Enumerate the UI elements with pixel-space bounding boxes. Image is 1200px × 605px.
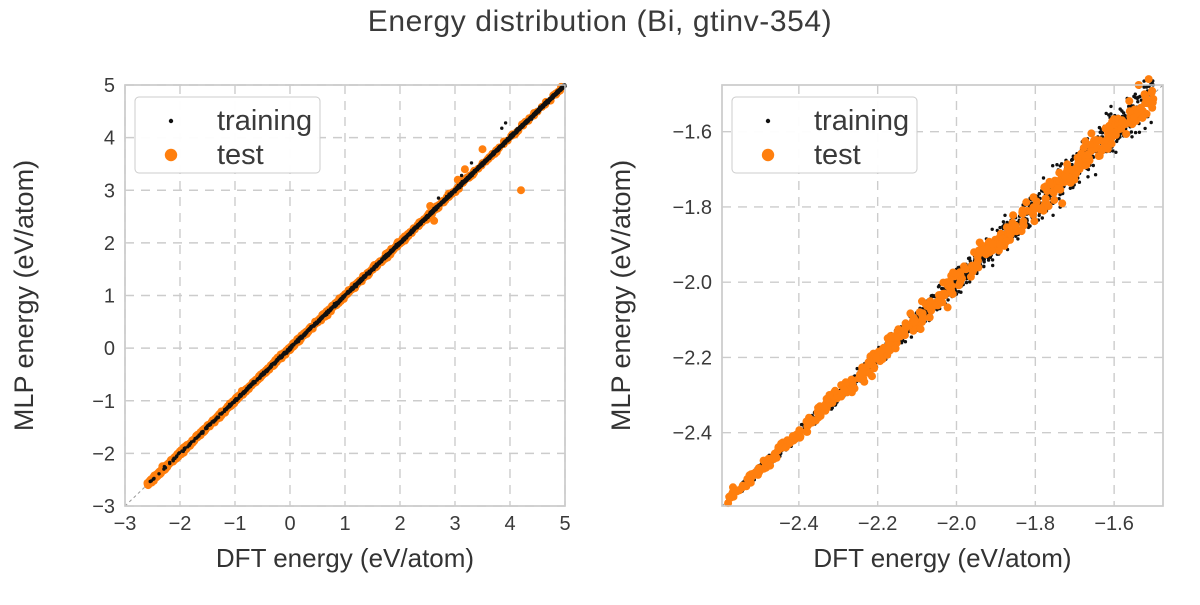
svg-text:MLP energy (eV/atom): MLP energy (eV/atom) xyxy=(9,160,39,431)
svg-text:−3: −3 xyxy=(114,513,137,535)
svg-text:1: 1 xyxy=(104,286,115,308)
svg-text:training: training xyxy=(217,105,312,137)
svg-text:DFT energy (eV/atom): DFT energy (eV/atom) xyxy=(216,543,474,573)
svg-text:−2: −2 xyxy=(92,443,115,465)
svg-text:3: 3 xyxy=(104,180,115,202)
svg-text:−2: −2 xyxy=(169,513,192,535)
svg-text:5: 5 xyxy=(104,75,115,97)
svg-text:0: 0 xyxy=(284,513,295,535)
svg-text:−3: −3 xyxy=(92,496,115,518)
svg-text:5: 5 xyxy=(559,513,570,535)
svg-text:2: 2 xyxy=(394,513,405,535)
svg-text:1: 1 xyxy=(339,513,350,535)
svg-text:2: 2 xyxy=(104,233,115,255)
svg-text:−1: −1 xyxy=(224,513,247,535)
svg-text:test: test xyxy=(217,139,264,171)
svg-text:3: 3 xyxy=(449,513,460,535)
svg-text:4: 4 xyxy=(104,128,115,150)
svg-text:4: 4 xyxy=(504,513,515,535)
svg-text:−1: −1 xyxy=(92,391,115,413)
svg-text:0: 0 xyxy=(104,338,115,360)
